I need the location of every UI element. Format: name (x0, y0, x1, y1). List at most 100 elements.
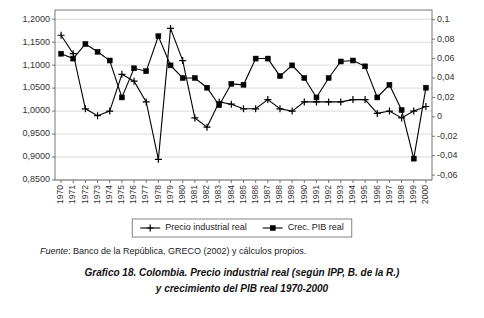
x-tick (365, 180, 366, 183)
x-tick-label: 1973 (92, 185, 102, 204)
y-tick (52, 134, 55, 135)
series-marker (119, 95, 124, 100)
x-tick-label: 1976 (128, 185, 138, 204)
x-tick (85, 180, 86, 183)
y-tick-label: 1,1500 (22, 37, 50, 47)
x-tick (219, 180, 220, 183)
x-tick (194, 180, 195, 183)
y-tick (52, 180, 55, 181)
grid-line (55, 88, 432, 89)
x-tick (401, 180, 402, 183)
series-marker (290, 63, 295, 68)
y-tick (52, 157, 55, 158)
x-tick-label: 1990 (299, 185, 309, 204)
x-tick-label: 1970 (55, 185, 65, 204)
x-tick (377, 180, 378, 183)
x-tick (267, 180, 268, 183)
plot-frame (55, 10, 432, 180)
x-tick-label: 1985 (238, 185, 248, 204)
series-marker (228, 101, 235, 108)
y-tick (52, 42, 55, 43)
grid-line (55, 157, 432, 158)
series-marker (143, 98, 150, 105)
series-marker (363, 64, 368, 69)
series-marker (253, 56, 258, 61)
x-tick-label: 1998 (396, 185, 406, 204)
y-tick-label: 0,9000 (22, 151, 50, 161)
series-marker (325, 98, 332, 105)
series-marker (386, 108, 393, 115)
y2-tick-label: 0 (437, 111, 442, 121)
series-marker (204, 124, 211, 131)
series-marker (107, 58, 112, 63)
x-tick-label: 1982 (201, 185, 211, 204)
title: Grafico 18. Colombia. Precio industrial … (85, 267, 401, 278)
x-tick (389, 180, 390, 183)
x-tick (425, 180, 426, 183)
legend-box (132, 219, 352, 237)
source-part: Fuente (40, 246, 68, 256)
x-tick-label: 1999 (408, 185, 418, 204)
x-tick (182, 180, 183, 183)
series-marker (326, 76, 331, 81)
x-tick (413, 180, 414, 183)
x-tick-label: 1989 (286, 185, 296, 204)
series-marker (411, 156, 416, 161)
y-tick-label: 1,1000 (22, 60, 50, 70)
series-marker (83, 42, 88, 47)
x-tick-label: 1997 (384, 185, 394, 204)
x-tick-label: 1987 (262, 185, 272, 204)
x-tick-label: 1993 (335, 185, 345, 204)
y-tick (52, 88, 55, 89)
series-marker (217, 103, 222, 108)
y2-tick-label: -0,06 (437, 170, 458, 180)
y2-tick-label: 0,08 (437, 34, 455, 44)
series-marker (58, 32, 65, 39)
series-marker (106, 108, 113, 115)
source-part: : Banco de la República, GRECO (2002) y … (68, 246, 306, 256)
x-tick (243, 180, 244, 183)
chart: 0,85000,90000,95001,00001,05001,10001,15… (0, 0, 484, 318)
x-tick-label: 1991 (311, 185, 321, 204)
y-tick-label: 1,0500 (22, 82, 50, 92)
series-marker (302, 76, 307, 81)
x-tick (121, 180, 122, 183)
x-tick-label: 1984 (226, 185, 236, 204)
y2-tick (432, 39, 435, 40)
x-tick-label: 1972 (80, 185, 90, 204)
series-marker (410, 108, 417, 115)
data (58, 25, 430, 163)
y2-tick-label: 0,02 (437, 92, 455, 102)
series-marker (241, 82, 246, 87)
x-tick-label: 1983 (213, 185, 223, 204)
series-marker (277, 74, 282, 79)
y-tick-label: 0,9500 (22, 128, 50, 138)
series-marker (59, 51, 64, 56)
legend-marker (147, 225, 154, 232)
y-tick (52, 65, 55, 66)
y2-tick (432, 116, 435, 117)
background (0, 0, 484, 318)
x-tick (73, 180, 74, 183)
x-tick (255, 180, 256, 183)
x-tick (231, 180, 232, 183)
source: Fuente: Banco de la República, GRECO (20… (40, 246, 306, 256)
series-marker (229, 81, 234, 86)
series-marker (132, 66, 137, 71)
x-tick (158, 180, 159, 183)
x-tick (146, 180, 147, 183)
x-tick (292, 180, 293, 183)
axes: 0,85000,90000,95001,00001,05001,10001,15… (22, 14, 457, 204)
series-marker (168, 63, 173, 68)
series-marker (131, 78, 138, 85)
x-tick-label: 1980 (177, 185, 187, 204)
series-marker (205, 85, 210, 90)
x-tick-label: 1996 (372, 185, 382, 204)
y2-tick (432, 78, 435, 79)
y2-tick-label: 0,1 (437, 14, 450, 24)
series-marker (276, 105, 283, 112)
y2-tick (432, 19, 435, 20)
series-marker (289, 108, 296, 115)
x-tick-label: 1988 (274, 185, 284, 204)
series-marker (71, 56, 76, 61)
